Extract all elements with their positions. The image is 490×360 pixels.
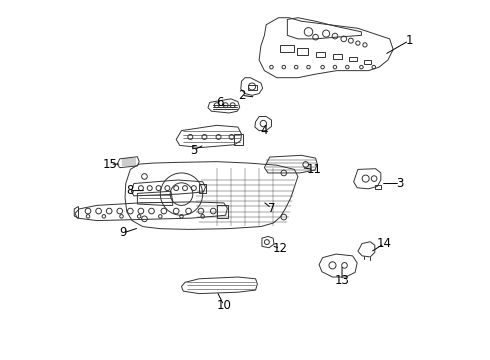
Bar [333,54,342,59]
Text: 1: 1 [405,34,413,47]
Bar [316,52,325,57]
Text: 11: 11 [306,163,321,176]
Text: 2: 2 [238,89,245,102]
Bar [199,184,206,193]
Text: 5: 5 [190,144,197,157]
Text: 8: 8 [126,184,134,197]
Text: 4: 4 [261,124,268,137]
Text: 6: 6 [217,96,224,109]
Text: 10: 10 [217,299,231,312]
Bar [234,134,243,145]
Bar [297,48,308,55]
Bar [349,57,357,62]
Text: 12: 12 [273,242,288,255]
Text: 3: 3 [396,177,404,190]
Bar [280,45,294,52]
Bar [364,60,370,64]
Text: 9: 9 [120,226,127,239]
Text: 7: 7 [268,202,275,215]
Text: 15: 15 [103,158,118,171]
Bar [375,185,381,189]
Bar [217,205,228,218]
Text: 13: 13 [335,274,349,287]
Bar [248,85,257,90]
Text: 14: 14 [377,237,392,250]
